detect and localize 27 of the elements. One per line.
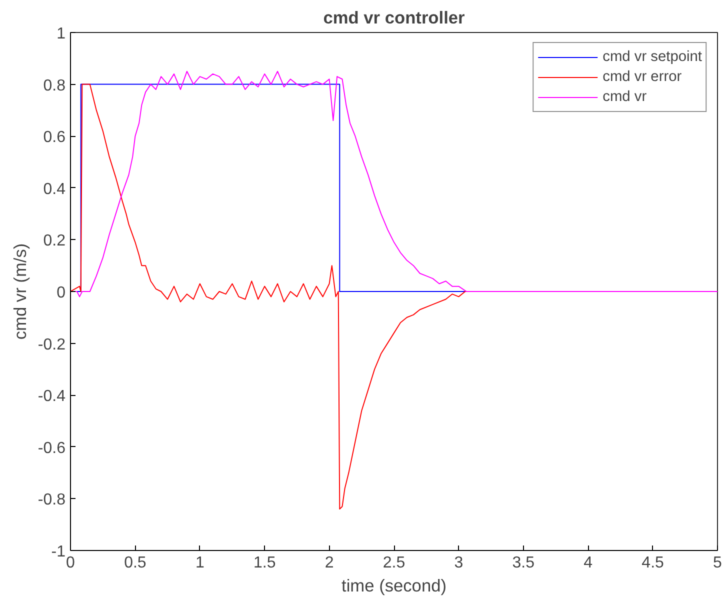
x-tick-label: 3 <box>454 554 464 572</box>
x-tick-label: 2.5 <box>382 554 406 572</box>
y-axis-title: cmd vr (m/s) <box>10 243 30 340</box>
y-tick-label: 1 <box>56 26 66 42</box>
y-tick-label: 0.4 <box>43 180 66 198</box>
legend-label: cmd vr setpoint <box>602 49 702 65</box>
legend-label: cmd vr <box>602 89 647 105</box>
x-tick-label: 4.5 <box>642 554 664 572</box>
y-tick-label: 0.6 <box>43 129 66 146</box>
y-tick-label: 0 <box>56 284 66 302</box>
x-tick-label: 0.5 <box>124 554 146 572</box>
x-tick-label: 1 <box>195 554 204 572</box>
legend-label: cmd vr error <box>602 69 682 85</box>
chart-title: cmd vr controller <box>323 8 466 28</box>
y-tick-label: -0.4 <box>38 388 66 406</box>
x-axis-title: time (second) <box>342 576 446 596</box>
y-tick-label: -0.2 <box>38 336 66 354</box>
y-tick-label: -0.6 <box>38 440 66 457</box>
x-tick-label: 1.5 <box>253 554 276 572</box>
x-tick-label: 5 <box>713 554 722 572</box>
y-tick-label: -1 <box>51 544 66 560</box>
x-tick-label: 3.5 <box>512 554 535 572</box>
y-tick-label: -0.8 <box>38 492 66 509</box>
y-tick-label: 0.2 <box>43 232 66 250</box>
x-tick-label: 2 <box>324 554 334 572</box>
y-tick-label: 0.8 <box>43 77 66 94</box>
x-tick-label: 4 <box>584 554 593 572</box>
